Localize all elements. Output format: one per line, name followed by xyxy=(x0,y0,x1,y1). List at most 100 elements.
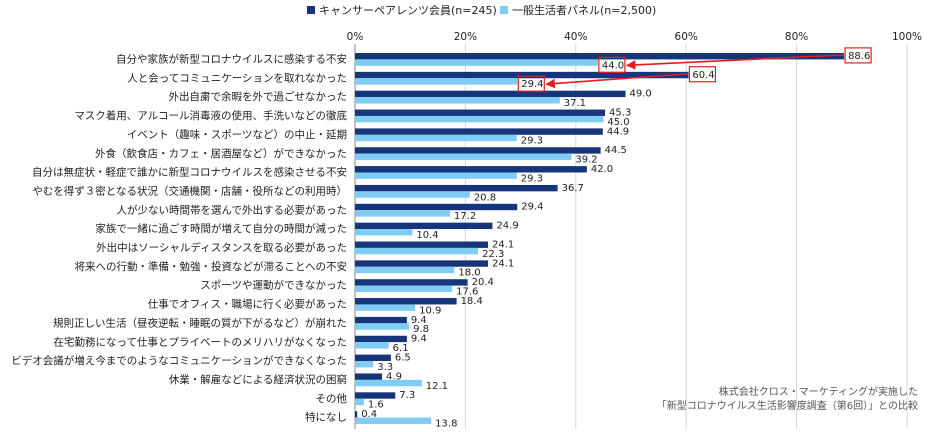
value-label-series-1: 24.1 xyxy=(492,258,514,269)
category-label: 自分や家族が新型コロナウイルスに感染する不安 xyxy=(116,53,347,66)
bar-series-1 xyxy=(355,203,518,211)
category-label: 規則正しい生活（昼夜逆転・睡眠の質が下がるなど）が崩れた xyxy=(53,316,347,329)
value-label-series-1: 88.6 xyxy=(848,51,870,62)
x-tick-label: 100% xyxy=(892,31,922,43)
bar-series-2 xyxy=(355,115,604,123)
value-label-series-2: 29.3 xyxy=(521,136,543,147)
value-label-series-2: 44.0 xyxy=(602,60,624,71)
value-label-series-2: 29.3 xyxy=(521,173,543,184)
highlight-box xyxy=(517,75,545,92)
category-label: 外出自粛で余暇を外で過ごせなかった xyxy=(169,90,348,103)
x-tick-label: 60% xyxy=(675,31,698,43)
value-label-series-1: 45.3 xyxy=(609,107,631,118)
x-axis-ticks: 0% 20% 40% 60% 80% 100% xyxy=(347,31,922,43)
highlight-annotations xyxy=(517,47,872,92)
value-label-series-1: 60.4 xyxy=(692,70,714,81)
value-label-series-2: 37.1 xyxy=(564,98,586,109)
value-label-series-1: 20.4 xyxy=(472,277,494,288)
legend-label-series-2: 一般生活者パネル(n=2,500) xyxy=(512,3,656,17)
highlight-box xyxy=(844,47,872,64)
bar-series-2 xyxy=(355,191,470,198)
value-label-series-2: 22.3 xyxy=(482,249,504,260)
bar-series-2 xyxy=(355,247,479,255)
value-label-series-2: 12.1 xyxy=(426,381,448,392)
bar-series-1 xyxy=(355,298,457,305)
value-label-series-1: 18.4 xyxy=(461,296,483,307)
value-label-series-1: 44.9 xyxy=(607,126,629,137)
value-label-series-1: 9.4 xyxy=(411,334,427,345)
bar-series-1 xyxy=(355,128,603,135)
category-label: イベント（趣味・スポーツなど）の中止・延期 xyxy=(127,128,347,141)
highlight-box xyxy=(688,66,717,83)
legend: キャンサーペアレンツ会員(n=245) 一般生活者パネル(n=2,500) xyxy=(307,3,656,17)
bar-series-1 xyxy=(355,392,396,399)
bar-series-1 xyxy=(355,109,606,116)
value-label-series-2: 17.2 xyxy=(454,211,476,222)
bar-series-2 xyxy=(355,342,389,349)
value-label-series-2: 10.4 xyxy=(416,230,438,241)
bar-series-1 xyxy=(355,222,493,230)
bar-series-1 xyxy=(355,71,689,79)
bar-series-1 xyxy=(355,411,358,418)
bar-series-2 xyxy=(355,78,518,85)
category-label: 自分は無症状・軽症で誰かに新型コロナウイルスを感染させる不安 xyxy=(32,166,347,179)
legend-swatch-series-1 xyxy=(307,6,315,14)
bar-series-1 xyxy=(355,279,468,286)
bar-series-1 xyxy=(355,90,626,98)
value-label-series-1: 24.9 xyxy=(496,221,518,232)
value-label-series-1: 42.0 xyxy=(591,164,613,175)
value-label-series-2: 18.0 xyxy=(458,268,480,279)
category-label: スポーツや運動ができなかった xyxy=(200,279,347,292)
category-label: 家族で一緒に過ごす時間が増えて自分の時間が減った xyxy=(95,222,347,235)
category-label: やむを得ず３密となる状況（交通機関・店舗・役所などの利用時） xyxy=(32,184,347,197)
bar-series-1 xyxy=(355,260,489,267)
value-label-series-1: 4.9 xyxy=(386,371,402,382)
value-label-series-2: 39.2 xyxy=(575,155,597,166)
bar-series-2 xyxy=(355,134,517,142)
category-label: 外出中はソーシャルディスタンスを取る必要があった xyxy=(96,241,347,254)
x-tick-label: 0% xyxy=(347,31,364,43)
bar-series-1 xyxy=(355,354,391,361)
category-label: 将来への行動・準備・勉強・投資などが滞ることへの不安 xyxy=(75,260,347,273)
bars xyxy=(355,53,845,424)
bar-series-2 xyxy=(355,97,560,104)
source-note-line-1: 株式会社クロス・マーケティングが実施した xyxy=(719,385,918,398)
value-label-series-1: 49.0 xyxy=(629,89,651,100)
value-label-series-1: 44.5 xyxy=(605,145,627,156)
highlight-arrow xyxy=(545,72,689,89)
bar-series-1 xyxy=(355,53,845,60)
legend-label-series-1: キャンサーペアレンツ会員(n=245) xyxy=(319,4,497,17)
bar-series-1 xyxy=(355,373,383,380)
value-label-series-1: 6.5 xyxy=(395,353,411,364)
bar-series-1 xyxy=(355,316,407,324)
category-label: 仕事でオフィス・職場に行く必要があった xyxy=(148,298,347,311)
bar-series-2 xyxy=(355,229,413,236)
value-label-series-2: 13.8 xyxy=(435,418,457,429)
value-labels: 88.660.449.045.344.944.542.036.729.424.9… xyxy=(361,51,870,430)
value-label-series-1: 29.4 xyxy=(521,202,543,213)
bar-series-2 xyxy=(355,210,450,217)
category-label: 休業・解雇などによる経済状況の困窮 xyxy=(169,373,347,386)
category-label: ビデオ会議が増え今までのようなコミュニケーションができなくなった xyxy=(11,354,347,367)
x-tick-label: 80% xyxy=(785,31,808,43)
bar-series-1 xyxy=(355,184,558,192)
bar-series-2 xyxy=(355,153,572,161)
value-label-series-2: 29.4 xyxy=(521,79,543,90)
bar-series-2 xyxy=(355,417,432,424)
value-label-series-1: 36.7 xyxy=(562,183,584,194)
category-labels: 自分や家族が新型コロナウイルスに感染する不安人と会ってコミュニケーションを取れな… xyxy=(11,53,347,424)
bar-series-1 xyxy=(355,166,587,173)
category-label: その他 xyxy=(316,392,348,405)
category-label: 人が少ない時間帯を選んで外出する必要があった xyxy=(117,203,347,216)
bar-series-2 xyxy=(355,59,598,66)
bar-series-2 xyxy=(355,323,410,330)
bar-series-2 xyxy=(355,304,416,311)
value-label-series-1: 7.3 xyxy=(399,390,415,401)
category-label: マスク着用、アルコール消毒液の使用、手洗いなどの徹底 xyxy=(74,109,347,122)
value-label-series-2: 10.9 xyxy=(419,305,441,316)
value-label-series-2: 20.8 xyxy=(474,192,496,203)
bar-series-2 xyxy=(355,285,453,292)
highlight-box xyxy=(598,56,626,73)
bar-series-1 xyxy=(355,147,601,154)
